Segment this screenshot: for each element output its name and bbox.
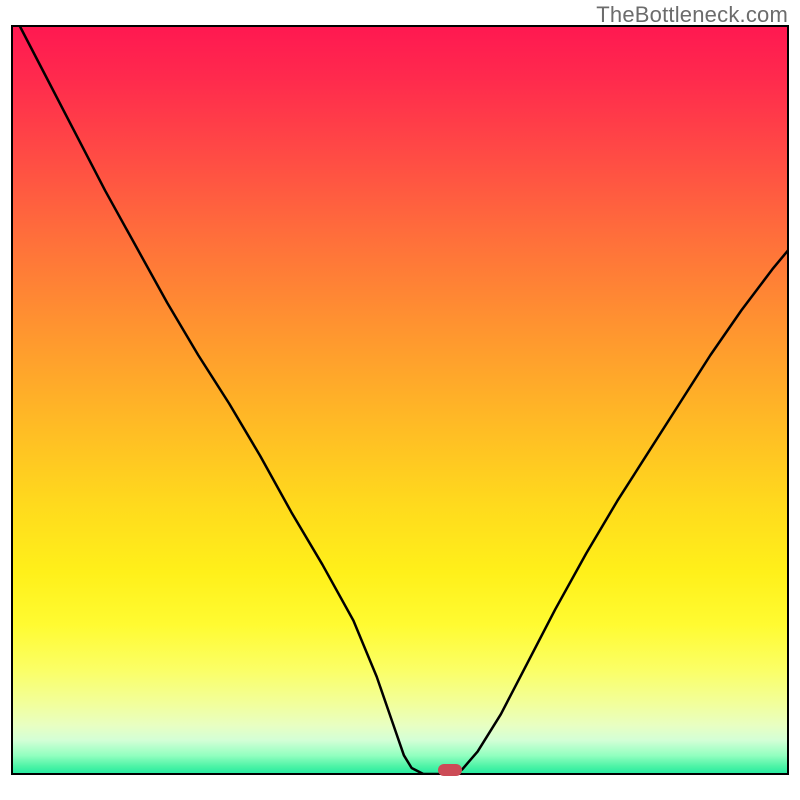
optimal-marker xyxy=(438,764,462,776)
bottleneck-chart: TheBottleneck.com xyxy=(0,0,800,800)
plot-background xyxy=(12,26,788,774)
watermark-text: TheBottleneck.com xyxy=(596,2,788,28)
chart-canvas xyxy=(0,0,800,800)
